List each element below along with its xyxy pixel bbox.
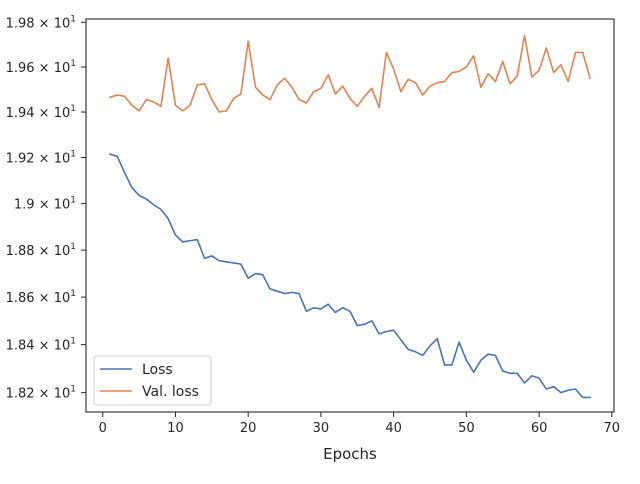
y-tick-label: 1.94 × 101: [6, 104, 76, 121]
y-tick-label: 1.86 × 101: [6, 289, 76, 306]
x-tick-label: 70: [604, 421, 621, 436]
x-tick-label: 60: [531, 421, 548, 436]
x-tick-label: 10: [167, 421, 184, 436]
series-line-loss: [108, 153, 591, 399]
x-axis-label: Epochs: [323, 445, 377, 463]
legend-label: Val. loss: [142, 384, 199, 400]
y-tick-label: 1.88 × 101: [6, 242, 76, 259]
x-tick-label: 0: [99, 421, 107, 436]
y-tick-label: 1.9 × 101: [14, 196, 76, 213]
y-tick-label: 1.82 × 101: [6, 385, 76, 402]
y-tick-label: 1.92 × 101: [6, 150, 76, 167]
x-tick-label: 20: [240, 421, 257, 436]
y-tick-label: 1.96 × 101: [6, 59, 76, 76]
series-line-val-loss: [108, 34, 591, 113]
y-tick-label: 1.84 × 101: [6, 337, 76, 354]
plot-frame: [85, 18, 615, 413]
y-tick-label: 1.98 × 101: [6, 14, 76, 31]
legend-label: Loss: [142, 362, 173, 378]
x-tick-label: 50: [458, 421, 475, 436]
x-tick-label: 40: [385, 421, 402, 436]
legend: Loss Val. loss: [93, 355, 212, 406]
x-tick-label: 30: [313, 421, 330, 436]
